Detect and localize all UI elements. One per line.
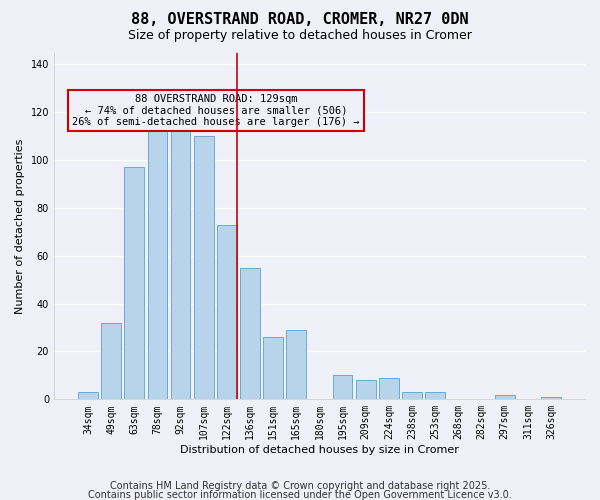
Bar bbox=[240, 268, 260, 400]
Bar bbox=[333, 376, 352, 400]
Bar bbox=[217, 224, 236, 400]
Bar bbox=[425, 392, 445, 400]
Bar bbox=[495, 394, 515, 400]
X-axis label: Distribution of detached houses by size in Cromer: Distribution of detached houses by size … bbox=[180, 445, 459, 455]
Bar bbox=[356, 380, 376, 400]
Text: Contains HM Land Registry data © Crown copyright and database right 2025.: Contains HM Land Registry data © Crown c… bbox=[110, 481, 490, 491]
Bar bbox=[402, 392, 422, 400]
Text: 88, OVERSTRAND ROAD, CROMER, NR27 0DN: 88, OVERSTRAND ROAD, CROMER, NR27 0DN bbox=[131, 12, 469, 28]
Bar bbox=[286, 330, 306, 400]
Bar bbox=[194, 136, 214, 400]
Y-axis label: Number of detached properties: Number of detached properties bbox=[15, 138, 25, 314]
Text: Size of property relative to detached houses in Cromer: Size of property relative to detached ho… bbox=[128, 29, 472, 42]
Bar bbox=[101, 323, 121, 400]
Bar bbox=[124, 168, 144, 400]
Bar bbox=[170, 124, 190, 400]
Text: Contains public sector information licensed under the Open Government Licence v3: Contains public sector information licen… bbox=[88, 490, 512, 500]
Text: 88 OVERSTRAND ROAD: 129sqm
← 74% of detached houses are smaller (506)
26% of sem: 88 OVERSTRAND ROAD: 129sqm ← 74% of deta… bbox=[72, 94, 359, 128]
Bar bbox=[78, 392, 98, 400]
Bar bbox=[148, 124, 167, 400]
Bar bbox=[379, 378, 399, 400]
Bar bbox=[263, 337, 283, 400]
Bar bbox=[541, 397, 561, 400]
